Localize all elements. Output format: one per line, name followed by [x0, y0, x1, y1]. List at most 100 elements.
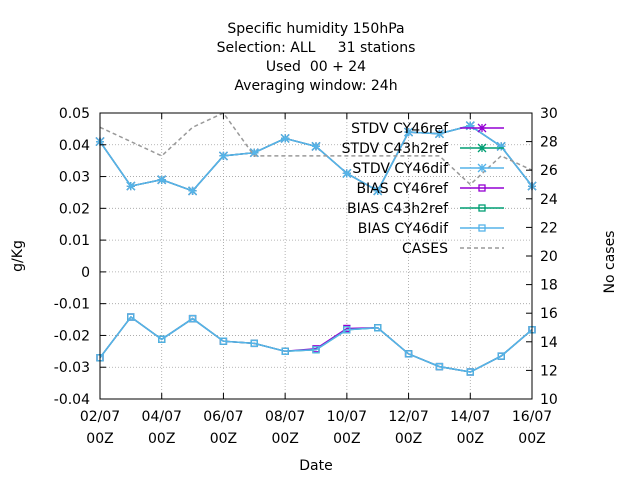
x-tick-label: 08/07 [265, 409, 305, 425]
title-line: Used 00 + 24 [266, 59, 366, 75]
data-point [127, 313, 135, 321]
y2-axis: 10 12 14 16 18 20 22 24 26 28 30 [526, 106, 558, 408]
data-point [157, 175, 167, 185]
data-point [497, 352, 505, 360]
data-point [373, 186, 383, 196]
legend-item: STDV C43h2ref [342, 141, 504, 157]
legend-label: CASES [402, 241, 448, 257]
legend-item: BIAS CY46ref [356, 181, 504, 197]
legend-marker [478, 184, 486, 192]
y-tick-label: -0.02 [54, 328, 90, 344]
legend-label: STDV CY46dif [352, 161, 449, 177]
series-bias-cy46ref [96, 313, 536, 376]
data-point [188, 186, 198, 196]
x-axis: 02/07 00Z 04/07 00Z 06/07 00Z 08/07 00Z 10/07 00Z… [80, 113, 552, 447]
y2-tick-label: 16 [540, 306, 558, 322]
x-tick-label: 12/07 [388, 409, 428, 425]
y-tick-label: 0.03 [59, 170, 90, 186]
title-line: Selection: ALL 31 stations [217, 40, 416, 56]
data-point [374, 324, 382, 332]
data-point [312, 346, 320, 354]
legend-marker [477, 163, 487, 173]
x-tick-label: 10/07 [327, 409, 367, 425]
legend-label: BIAS CY46dif [358, 221, 449, 237]
x-tick-label-time: 00Z [148, 431, 175, 447]
data-point [404, 127, 414, 137]
chart-title: Specific humidity 150hPa Selection: ALL 3… [217, 21, 416, 94]
data-point [158, 335, 166, 343]
series-line [99, 315, 533, 373]
y2-tick-label: 30 [540, 106, 558, 122]
legend-marker [477, 143, 487, 153]
y-axis: -0.04 -0.03 -0.02 -0.01 0 0.01 0.02 0.03 0.04 0.0… [54, 106, 106, 408]
y2-tick-label: 22 [540, 220, 558, 236]
series-line [99, 315, 533, 373]
y-axis-label: g/Kg [10, 240, 26, 272]
data-point [404, 350, 413, 358]
y2-tick-label: 26 [540, 163, 558, 179]
data-point [434, 129, 444, 139]
y2-tick-label: 12 [540, 363, 558, 379]
x-tick-label-time: 00Z [457, 431, 484, 447]
series-line [99, 315, 533, 373]
y-tick-label: 0.02 [59, 201, 90, 217]
y2-tick-label: 24 [540, 192, 558, 208]
legend-marker [478, 204, 486, 212]
series-bias-cy46dif [96, 313, 536, 376]
legend-item: BIAS CY46dif [358, 221, 504, 237]
grid [100, 113, 532, 399]
data-point [343, 326, 351, 334]
y-tick-label: -0.03 [54, 360, 90, 376]
y2-tick-label: 20 [540, 249, 558, 265]
x-axis-label: Date [299, 458, 332, 474]
y-tick-label: -0.01 [54, 297, 90, 313]
data-point [249, 148, 259, 158]
legend-item: CASES [402, 241, 504, 257]
x-tick-label-time: 00Z [86, 431, 113, 447]
legend-label: BIAS C43h2ref [347, 201, 449, 217]
title-line: Averaging window: 24h [234, 78, 397, 94]
legend: STDV CY46ref STDV C43h2ref STDV CY46dif BIA… [342, 121, 504, 257]
series-line [99, 124, 533, 192]
legend-item: STDV CY46ref [351, 121, 504, 137]
x-tick-label-time: 00Z [395, 431, 422, 447]
data-point [219, 337, 228, 345]
legend-item: STDV CY46dif [352, 161, 504, 177]
x-tick-label: 04/07 [142, 409, 182, 425]
series-bias-c43h2ref [96, 313, 536, 376]
y-tick-label: 0.05 [59, 106, 90, 122]
data-point [465, 121, 475, 131]
data-point [250, 339, 258, 348]
legend-label: BIAS CY46ref [356, 181, 449, 197]
x-tick-label-time: 00Z [518, 431, 545, 447]
legend-label: STDV C43h2ref [342, 141, 449, 157]
data-point [435, 362, 444, 371]
data-point [281, 347, 289, 355]
data-point [218, 151, 228, 161]
y-tick-label: 0.04 [59, 138, 90, 154]
data-point [280, 133, 290, 143]
x-tick-label-time: 00Z [333, 431, 360, 447]
y2-tick-label: 18 [540, 278, 558, 294]
data-point [126, 181, 136, 191]
y2-tick-label: 10 [540, 392, 558, 408]
y-tick-label: 0 [81, 265, 90, 281]
data-point [311, 141, 321, 151]
series-area [95, 112, 537, 376]
title-line: Specific humidity 150hPa [227, 21, 404, 37]
data-point [342, 168, 352, 178]
y-tick-label: 0.01 [59, 233, 90, 249]
legend-label: STDV CY46ref [351, 121, 449, 137]
x-tick-label: 02/07 [80, 409, 120, 425]
y2-tick-label: 28 [540, 135, 558, 151]
y-tick-label: -0.04 [54, 392, 90, 408]
y2-tick-label: 14 [540, 335, 558, 351]
data-point [496, 141, 506, 151]
x-tick-label: 14/07 [450, 409, 490, 425]
legend-marker [477, 123, 487, 133]
legend-marker [478, 224, 486, 232]
data-point [188, 314, 197, 323]
x-tick-label-time: 00Z [210, 431, 237, 447]
x-tick-label: 06/07 [203, 409, 243, 425]
